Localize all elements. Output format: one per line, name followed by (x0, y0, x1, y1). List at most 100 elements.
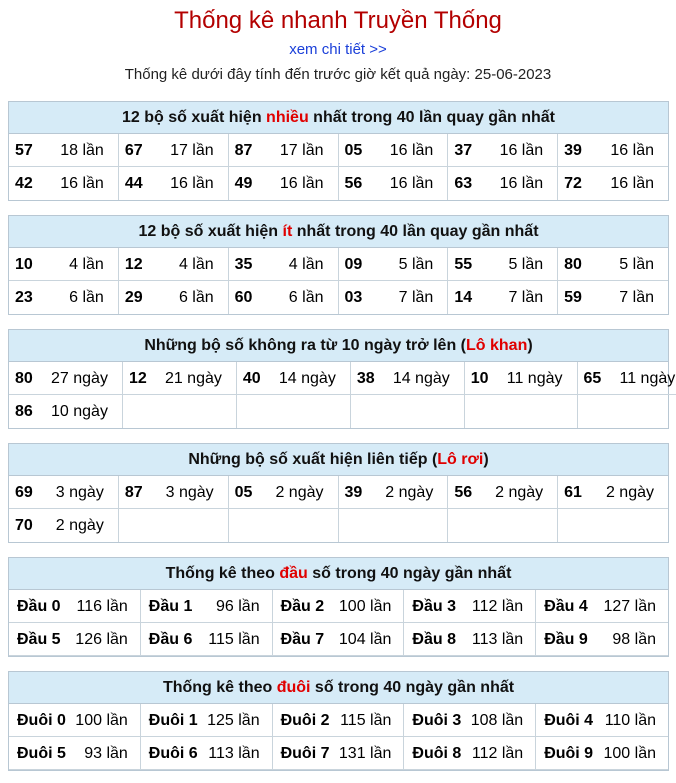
stat-number: 10 (470, 369, 489, 387)
stat-cell: Đầu 6 115 lần (140, 623, 273, 656)
stat-cell: 05 16 lần (338, 134, 449, 167)
stat-number: Đầu 8 (412, 630, 456, 648)
stat-count: 16 lần (610, 175, 654, 192)
section-most-frequent: 12 bộ số xuất hiện nhiều nhất trong 40 l… (8, 101, 669, 201)
stat-cell: 80 5 lần (558, 248, 668, 281)
stat-number: 70 (15, 517, 33, 534)
stat-cell: 86 10 ngày (9, 395, 123, 428)
stat-cell: Đuôi 6 113 lần (140, 737, 273, 770)
stat-count: 7 lần (508, 289, 544, 306)
stat-cell: 35 4 lần (228, 248, 339, 281)
stat-count: 17 lần (170, 141, 214, 159)
stat-cell: Đuôi 7 131 lần (272, 737, 405, 770)
stat-number: 05 (234, 483, 253, 501)
stat-number: Đầu 4 (544, 597, 588, 615)
section-title-text: Những bộ số xuất hiện liên tiếp ( (188, 451, 438, 468)
stat-number: 39 (564, 141, 582, 159)
stats-grid: Đầu 0 116 lần Đầu 1 96 lần Đầu 2 100 lần Đầu 3… (9, 590, 668, 656)
stat-cell: 60 6 lần (229, 281, 339, 314)
stat-count: 131 lần (338, 744, 392, 762)
stat-cell (558, 509, 668, 542)
stat-cell: 03 7 lần (339, 281, 449, 314)
stat-number: 67 (124, 141, 143, 159)
stat-count: 5 lần (619, 255, 654, 273)
section-title: 12 bộ số xuất hiện ít nhất trong 40 lần … (9, 216, 668, 248)
stat-cell: 87 17 lần (228, 134, 339, 167)
stat-cell: Đuôi 0 100 lần (9, 704, 141, 737)
stat-count: 16 lần (279, 175, 324, 192)
stat-count: 113 lần (208, 744, 260, 762)
stat-number: 80 (564, 255, 582, 273)
stat-number: Đuôi 5 (17, 744, 66, 762)
section-title-text: số trong 40 ngày gần nhất (307, 565, 512, 582)
stat-number: 10 (15, 255, 33, 273)
stats-grid: 69 3 ngày 87 3 ngày 05 2 ngày 39 2 ngày 56 2 ngày… (9, 476, 668, 542)
stat-cell: Đuôi 1 125 lần (140, 704, 273, 737)
stat-number: 69 (15, 483, 33, 501)
section-title: Những bộ số xuất hiện liên tiếp (Lô rơi) (9, 444, 668, 476)
stat-number: Đuôi 9 (544, 744, 594, 762)
stat-cell: Đuôi 8 112 lần (404, 737, 537, 770)
stat-number: Đuôi 0 (17, 711, 66, 729)
stat-number: Đầu 6 (148, 630, 193, 648)
section-least-frequent: 12 bộ số xuất hiện ít nhất trong 40 lần … (8, 215, 669, 315)
stat-count: 16 lần (499, 141, 544, 159)
stat-number: Đuôi 8 (412, 744, 462, 762)
stat-count: 16 lần (170, 175, 214, 192)
see-more-link[interactable]: xem chi tiết >> (289, 41, 387, 58)
stat-count: 4 lần (288, 255, 324, 273)
stat-number: 44 (124, 175, 143, 192)
section-duoi: Thống kê theo đuôi số trong 40 ngày gần … (8, 671, 669, 771)
section-title-highlight: Lô khan (466, 337, 528, 354)
stat-cell (123, 395, 237, 428)
stat-count: 108 lần (470, 711, 524, 729)
stat-count: 125 lần (207, 711, 260, 729)
stat-cell (339, 509, 449, 542)
section-title: Những bộ số không ra từ 10 ngày trở lên … (9, 330, 668, 362)
stat-number: Đầu 5 (17, 630, 61, 648)
stat-number: 12 (124, 255, 143, 273)
stat-number: 60 (234, 289, 253, 306)
stat-cell: 09 5 lần (338, 248, 449, 281)
stat-count: 16 lần (389, 175, 434, 192)
stat-cell: 38 14 ngày (350, 362, 465, 395)
stat-count: 10 ngày (51, 403, 108, 420)
stat-cell: 87 3 ngày (118, 476, 229, 509)
stat-count: 2 ngày (55, 517, 104, 534)
page-title: Thống kê nhanh Truyền Thống (174, 7, 502, 34)
stat-number: 12 (128, 369, 147, 387)
stat-number: 80 (15, 369, 33, 387)
stat-count: 3 ngày (55, 483, 104, 501)
stat-cell: Đầu 1 96 lần (140, 590, 273, 623)
section-title-highlight: Lô rơi (437, 451, 484, 468)
stat-number: 87 (234, 141, 253, 159)
stat-number: Đuôi 6 (148, 744, 198, 762)
stat-cell: 39 2 ngày (338, 476, 449, 509)
stat-number: 39 (344, 483, 363, 501)
section-dau: Thống kê theo đầu số trong 40 ngày gần n… (8, 557, 669, 657)
stat-cell: Đầu 8 113 lần (404, 623, 537, 656)
stat-count: 2 ngày (275, 483, 324, 501)
section-title-text: nhất trong 40 lần quay gần nhất (308, 109, 555, 126)
stat-number: 14 (454, 289, 473, 306)
section-title-text: ) (527, 337, 533, 354)
stat-count: 14 ngày (392, 369, 450, 387)
stat-cell: 56 2 ngày (448, 476, 559, 509)
stat-number: Đầu 1 (148, 597, 193, 615)
stat-cell: 67 17 lần (118, 134, 229, 167)
stat-count: 4 lần (69, 255, 104, 273)
stat-number: 05 (344, 141, 363, 159)
stat-count: 5 lần (398, 255, 434, 273)
stat-cell: 57 18 lần (9, 134, 119, 167)
stat-count: 112 lần (471, 744, 524, 762)
stat-count: 2 ngày (605, 483, 654, 501)
stat-count: 21 ngày (164, 369, 222, 387)
section-title: 12 bộ số xuất hiện nhiều nhất trong 40 l… (9, 102, 668, 134)
stat-count: 16 lần (389, 141, 434, 159)
stat-count: 115 lần (208, 630, 260, 648)
section-title-text: ) (483, 451, 489, 468)
stat-count: 5 lần (508, 255, 544, 273)
stat-count: 27 ngày (51, 369, 108, 387)
stat-count: 6 lần (288, 289, 324, 306)
stat-number: Đuôi 3 (412, 711, 462, 729)
